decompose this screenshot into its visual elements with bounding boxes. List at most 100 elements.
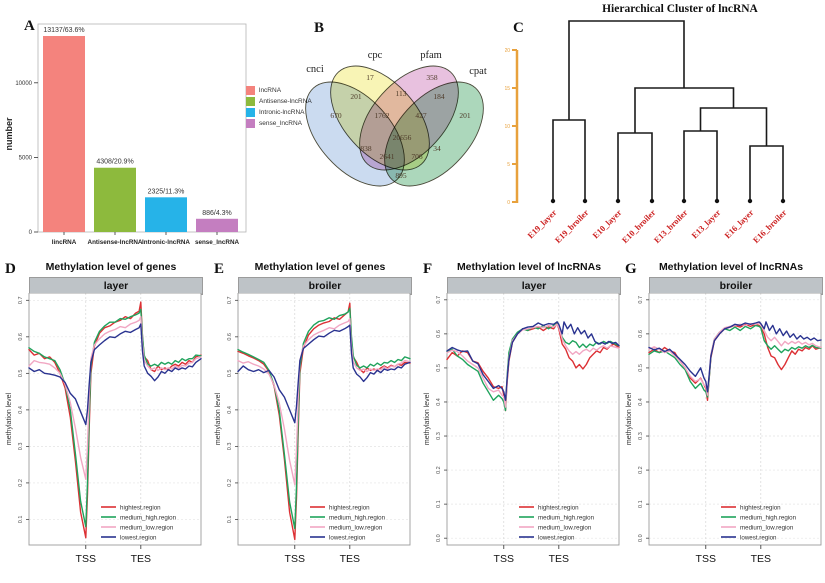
- x-tick-label: TSS: [76, 553, 96, 565]
- y-tick-label: 0.0: [436, 534, 442, 542]
- series-line-medium_low.region: [237, 317, 411, 486]
- series-line-lowest.region: [446, 321, 620, 402]
- panel-letter-e: E: [214, 261, 225, 277]
- dendro-leaf-label: E16_broiler: [751, 207, 789, 245]
- dendro-leaf-label: E13_broiler: [652, 207, 690, 245]
- series-line-hightest.region: [446, 322, 620, 412]
- series-line-medium_low.region: [446, 323, 620, 408]
- y-tick-label: 0.2: [227, 479, 233, 487]
- legend-label: lowest.region: [538, 534, 575, 541]
- bar-value-label: 4308/20.9%: [96, 159, 133, 166]
- dendro-leaf-label: E19_layer: [525, 207, 558, 240]
- x-tick-label: lincRNA: [52, 239, 77, 246]
- venn-region-count: 895: [395, 171, 407, 180]
- y-tick-label: 0.4: [227, 406, 233, 414]
- venn-region-count: 2641: [380, 152, 395, 161]
- y-axis-label: methylation level: [6, 392, 13, 445]
- dendro-leaf-dot: [582, 198, 588, 204]
- legend-swatch: [246, 97, 255, 106]
- legend-label: hightest.region: [538, 504, 579, 511]
- bar: [196, 218, 238, 232]
- panel-letter-a: A: [24, 18, 35, 34]
- plot-border: [648, 293, 822, 546]
- dendro-leaf-label: E16_layer: [722, 207, 755, 240]
- dendro-leaf-dot: [747, 198, 753, 204]
- dendro-leaf-label: E19_broiler: [553, 207, 591, 245]
- dendro-axis-tick-label: 5: [507, 162, 510, 168]
- dendro-leaf-dot: [681, 198, 687, 204]
- legend-item: Intronic-lncRNA: [246, 108, 332, 117]
- venn-diagram-svg: cnci cpc pfam cpat 670 17 358 201 113 184 201 1762 4…: [305, 50, 487, 187]
- y-axis-label: number: [4, 117, 14, 151]
- dendro-axis-tick-label: 0: [507, 200, 510, 206]
- panel-f-plot-svg: 0.0 0.1 0.2 0.3 0.4 0.5 0.6 0.7 methylation leve…: [424, 293, 620, 565]
- y-tick-label: 0: [29, 230, 33, 236]
- venn-region-count: 358: [426, 73, 438, 82]
- legend-label: medium_low.region: [538, 524, 592, 531]
- y-tick-label: 5000: [19, 155, 33, 161]
- legend-label: lowest.region: [120, 534, 157, 541]
- panel-e-plot-svg: 0.1 0.2 0.3 0.4 0.5 0.6 0.7 methylation level TS…: [215, 293, 411, 565]
- panel-f-title: Methylation level of lncRNAs: [456, 261, 602, 273]
- dendro-axis-tick-label: 10: [505, 124, 510, 130]
- bar: [94, 167, 136, 232]
- legend-label: medium_low.region: [329, 524, 383, 531]
- dendro-leaf-label: E13_layer: [689, 207, 722, 240]
- series-line-medium_low.region: [28, 316, 202, 481]
- y-tick-label: 0.3: [436, 432, 442, 440]
- venn-region-count: 34: [433, 144, 441, 153]
- venn-region-count: 20656: [393, 133, 412, 142]
- legend-swatch: [246, 119, 255, 128]
- plot-bg: [29, 293, 201, 545]
- plot-border: [446, 293, 620, 546]
- y-tick-label: 0.7: [227, 296, 233, 304]
- venn-set-label: cpc: [368, 50, 383, 61]
- venn-set-label: cnci: [306, 64, 324, 75]
- legend-item: Antisense-lncRNA: [246, 97, 332, 106]
- dendro-branch: [683, 130, 718, 201]
- legend-label: hightest.region: [740, 504, 781, 511]
- y-tick-label: 0.4: [436, 398, 442, 406]
- x-tick-label: Intronic-lncRNA: [142, 239, 190, 246]
- panel-g-title: Methylation level of lncRNAs: [658, 261, 804, 273]
- dendro-branch: [634, 87, 735, 133]
- plot-border: [37, 23, 247, 233]
- y-axis-label: methylation level: [626, 392, 633, 445]
- y-tick-label: 0.2: [436, 466, 442, 474]
- panel-d-title: Methylation level of genes: [45, 261, 177, 273]
- legend-label: sense_lncRNA: [259, 120, 302, 127]
- legend-label: lowest.region: [329, 534, 366, 541]
- y-tick-label: 0.1: [18, 516, 24, 524]
- y-tick-label: 0.2: [638, 466, 644, 474]
- dendro-branch: [699, 107, 768, 146]
- y-tick-label: 0.3: [18, 443, 24, 451]
- y-tick-label: 0.6: [436, 330, 442, 338]
- dendro-leaf-dot: [615, 198, 621, 204]
- legend-label: medium_high.region: [329, 514, 386, 521]
- legend-swatch: [246, 86, 255, 95]
- series-line-lowest.region: [237, 324, 411, 424]
- panel-e-strip-label: broiler: [238, 277, 412, 295]
- bar-value-label: 886/4.3%: [202, 210, 232, 217]
- y-tick-label: 10000: [15, 81, 32, 87]
- dendro-branch: [568, 20, 685, 120]
- panel-letter-g: G: [625, 261, 637, 277]
- venn-region-count: 706: [411, 152, 423, 161]
- x-tick-label: Antisense-lncRNA: [88, 239, 143, 246]
- legend-label: medium_low.region: [120, 524, 174, 531]
- y-tick-label: 0.1: [436, 500, 442, 508]
- x-tick-label: TSS: [696, 553, 716, 565]
- plot-border: [28, 293, 202, 546]
- x-tick-label: TES: [751, 553, 771, 565]
- panel-g-plot-svg: 0.0 0.1 0.2 0.3 0.4 0.5 0.6 0.7 methylation leve…: [626, 293, 822, 565]
- legend-swatch: [246, 108, 255, 117]
- panel-e-title: Methylation level of genes: [254, 261, 386, 273]
- methylation-panel-f: F Methylation level of lncRNAs layer 0.0…: [421, 260, 623, 582]
- bar-value-label: 2325/11.3%: [148, 188, 185, 195]
- venn-region-count: 201: [350, 92, 362, 101]
- methylation-panel-g: G Methylation level of lncRNAs broiler 0…: [623, 260, 825, 582]
- panel-letter-b: B: [314, 20, 325, 36]
- y-tick-label: 0.5: [436, 364, 442, 372]
- x-tick-label: TES: [131, 553, 151, 565]
